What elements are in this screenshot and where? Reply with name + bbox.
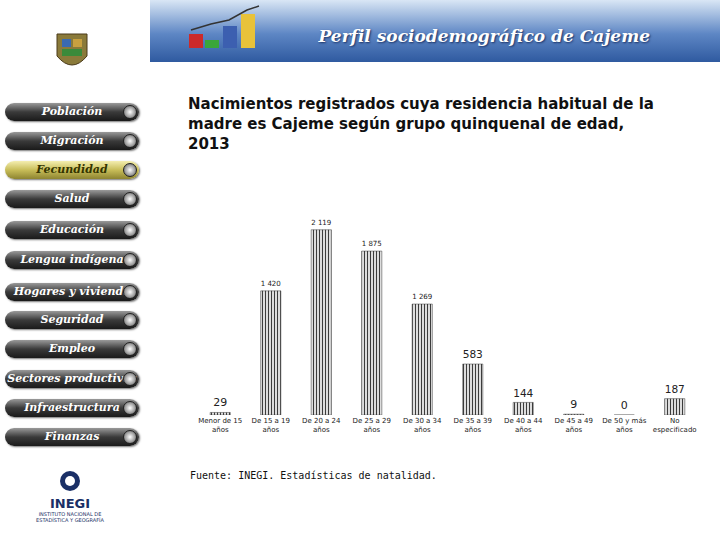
html-text:Sectores productivos: Sectores productivos xyxy=(7,372,137,385)
html-text:Lengua indígena: Lengua indígena xyxy=(20,253,124,266)
html-text:Población: Población xyxy=(41,105,103,118)
html-text:Perfil sociodemográfico de Caj: Perfil sociodemográfico de Cajeme xyxy=(318,26,650,46)
svg-text:De 15 a 19años: De 15 a 19años xyxy=(252,417,290,434)
svg-text:1 420: 1 420 xyxy=(261,279,282,288)
svg-text:De 35 a 39años: De 35 a 39años xyxy=(454,417,492,434)
html-text:INEGI: INEGI xyxy=(49,496,90,511)
html-text:Fuente: INEGI. Estadísticas de: Fuente: INEGI. Estadísticas de natalidad… xyxy=(190,470,437,481)
svg-text:Noespecificado: Noespecificado xyxy=(653,417,697,434)
svg-text:De 45 a 49años: De 45 a 49años xyxy=(555,417,593,434)
html-text:Nacimientos registrados cuya r: Nacimientos registrados cuya residencia … xyxy=(188,95,654,153)
html-text:Infraestructura: Infraestructura xyxy=(24,401,120,414)
html-text:Fecundidad: Fecundidad xyxy=(36,163,108,176)
html-text:Empleo: Empleo xyxy=(48,342,96,355)
svg-text:De 30 a 34años: De 30 a 34años xyxy=(403,417,442,434)
html-text:Educación: Educación xyxy=(39,223,104,236)
html-text:Salud: Salud xyxy=(54,192,90,205)
svg-text:29: 29 xyxy=(213,396,227,409)
svg-text:9: 9 xyxy=(570,398,577,411)
svg-text:1 875: 1 875 xyxy=(362,239,382,248)
html-text:Finanzas: Finanzas xyxy=(44,430,100,443)
svg-text:Menor de 15años: Menor de 15años xyxy=(198,417,242,434)
svg-text:0: 0 xyxy=(621,399,628,412)
html-text:Migración: Migración xyxy=(40,134,104,147)
svg-text:De 40 a 44años: De 40 a 44años xyxy=(504,417,543,434)
svg-text:De 20 a 24años: De 20 a 24años xyxy=(302,417,341,434)
svg-text:2 119: 2 119 xyxy=(311,218,331,227)
svg-text:De 50 y másaños: De 50 y másaños xyxy=(602,417,647,434)
svg-text:187: 187 xyxy=(665,383,685,395)
html-text:Seguridad: Seguridad xyxy=(40,313,104,326)
svg-text:1 269: 1 269 xyxy=(412,292,432,301)
html-text:Hogares y vivienda: Hogares y vivienda xyxy=(13,285,131,298)
html-text:INSTITUTO NACIONAL DE ESTADÍST: INSTITUTO NACIONAL DE ESTADÍSTICA Y GEOG… xyxy=(36,511,104,523)
svg-text:583: 583 xyxy=(463,348,483,360)
svg-text:De 25 a 29años: De 25 a 29años xyxy=(353,417,391,434)
svg-text:144: 144 xyxy=(513,387,533,399)
